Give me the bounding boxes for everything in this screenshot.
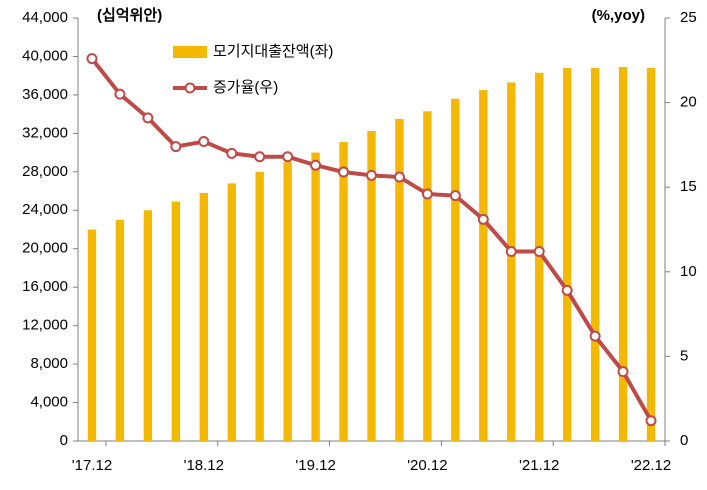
- marker: [589, 330, 601, 342]
- y-tick-label: 0: [60, 432, 68, 449]
- y-tick-label: 8,000: [30, 355, 68, 372]
- marker: [533, 245, 545, 257]
- marker: [282, 151, 294, 163]
- y2-tick-label: 25: [680, 9, 697, 26]
- y2-tick-label: 20: [680, 94, 697, 111]
- marker: [170, 141, 182, 153]
- marker: [366, 169, 377, 181]
- y-tick-label: 24,000: [22, 201, 68, 218]
- marker: [477, 213, 489, 225]
- bar: [87, 229, 97, 441]
- bar: [115, 219, 125, 441]
- y-tick-label: 4,000: [30, 394, 68, 411]
- y-axis-title: (십억위안): [97, 6, 162, 24]
- marker: [226, 147, 238, 159]
- marker: [449, 190, 461, 202]
- x-tick-label: '19.12: [295, 457, 335, 474]
- marker: [421, 188, 433, 200]
- bar: [590, 67, 600, 441]
- bar: [199, 192, 208, 441]
- y-tick-label: 36,000: [22, 86, 68, 103]
- marker: [254, 151, 266, 163]
- legend-marker: [184, 82, 196, 94]
- x-tick-label: '18.12: [184, 457, 224, 474]
- legend-label: 증가율(우): [213, 79, 278, 96]
- marker: [114, 88, 126, 100]
- bar: [227, 183, 236, 441]
- y-tick-label: 20,000: [22, 240, 68, 257]
- y-tick-label: 28,000: [22, 163, 68, 180]
- bar: [171, 201, 181, 441]
- marker: [505, 245, 517, 257]
- bar: [507, 82, 516, 441]
- bar: [255, 171, 264, 441]
- y-tick-label: 40,000: [22, 47, 68, 64]
- y-tick-label: 44,000: [22, 9, 68, 26]
- y2-axis-title: (%,yoy): [592, 7, 645, 24]
- legend-label: 모기지대출잔액(좌): [213, 43, 333, 60]
- bar: [423, 111, 432, 442]
- marker: [338, 166, 350, 178]
- bar: [339, 142, 348, 441]
- bar: [283, 162, 292, 442]
- bar: [646, 67, 656, 441]
- bar: [143, 210, 153, 441]
- marker: [617, 366, 629, 378]
- legend-swatch: [173, 46, 207, 58]
- x-tick-label: '21.12: [519, 457, 559, 474]
- marker: [86, 53, 98, 65]
- marker: [645, 415, 657, 427]
- marker: [310, 159, 322, 171]
- marker: [393, 171, 405, 183]
- marker: [142, 112, 154, 124]
- bar: [367, 130, 376, 442]
- y-tick-label: 16,000: [22, 278, 68, 295]
- x-tick-label: '20.12: [407, 457, 447, 474]
- bar: [479, 90, 488, 442]
- y2-tick-label: 5: [680, 347, 688, 364]
- y2-tick-label: 0: [680, 432, 688, 449]
- x-tick-label: '17.12: [72, 457, 112, 474]
- marker: [561, 284, 573, 296]
- bar: [395, 118, 404, 442]
- y-tick-label: 32,000: [22, 124, 68, 141]
- marker: [198, 136, 210, 148]
- bar: [451, 98, 460, 441]
- y2-tick-label: 10: [680, 263, 697, 280]
- x-tick-label: '22.12: [631, 457, 671, 474]
- bar: [311, 152, 320, 441]
- y-tick-label: 12,000: [22, 317, 68, 334]
- bar: [618, 67, 628, 442]
- y2-tick-label: 15: [680, 178, 697, 195]
- bar: [562, 67, 572, 441]
